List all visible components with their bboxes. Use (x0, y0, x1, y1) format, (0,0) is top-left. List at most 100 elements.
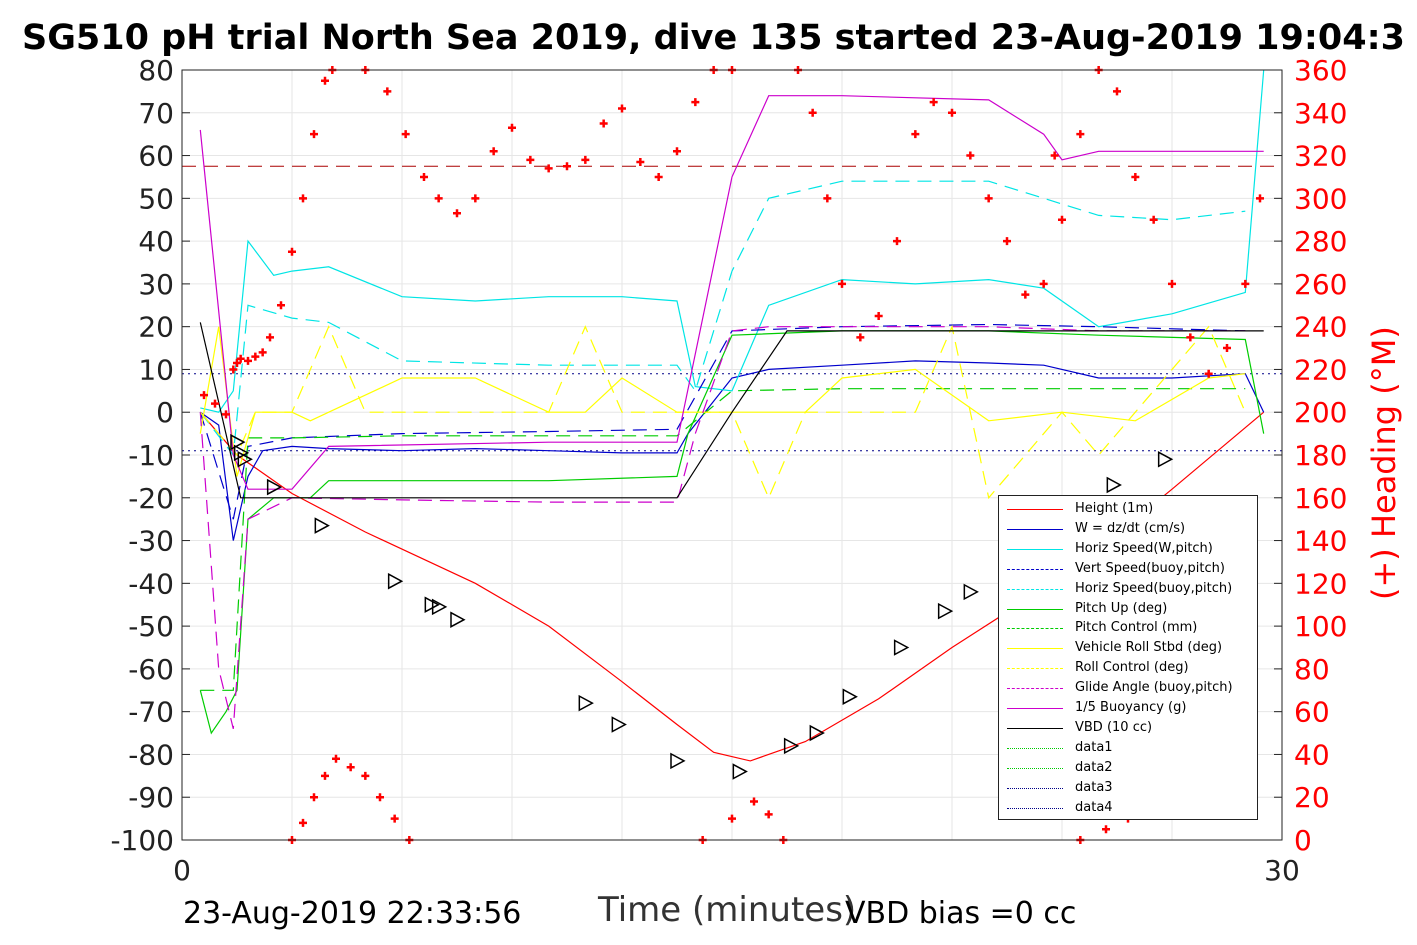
heading-marker (1241, 279, 1250, 288)
depth-marker (237, 451, 253, 468)
legend-swatch (1007, 807, 1063, 809)
series-line-11 (199, 322, 1264, 499)
y2-tick-label: 280 (1294, 225, 1347, 258)
depth-marker (670, 752, 686, 770)
legend: Height (1m) W = dz/dt (cm/s) Horiz Speed(W… (998, 495, 1258, 820)
heading-marker (489, 147, 498, 156)
legend-item: Vert Speed(buoy,pitch) (999, 561, 1257, 579)
heading-marker (654, 172, 663, 181)
heading-marker (764, 810, 773, 819)
heading-marker (211, 399, 219, 408)
heading-marker (984, 194, 993, 203)
legend-swatch (1007, 747, 1063, 749)
y-tick-label: 0 (156, 396, 174, 429)
heading-marker (673, 147, 681, 156)
series-line-9 (199, 326, 1246, 729)
legend-item: Height (1m) (999, 501, 1257, 519)
y-tick-label: -90 (128, 781, 174, 814)
legend-label: data4 (1075, 799, 1113, 815)
y2-tick-label: 200 (1294, 396, 1347, 429)
heading-marker (299, 194, 307, 203)
heading-marker (838, 279, 846, 288)
legend-swatch (1007, 509, 1063, 510)
y-tick-label: 80 (138, 54, 174, 87)
y2-tick-label: 220 (1294, 353, 1347, 386)
legend-label: W = dz/dt (cm/s) (1075, 520, 1186, 536)
depth-marker (893, 639, 910, 656)
legend-label: data2 (1075, 759, 1113, 775)
y2-tick-label: 320 (1294, 140, 1347, 173)
y-tick-label: 50 (138, 182, 174, 215)
heading-marker (1149, 215, 1158, 224)
heading-marker (581, 155, 590, 164)
heading-marker (288, 247, 296, 256)
legend-label: Vert Speed(buoy,pitch) (1075, 560, 1225, 576)
heading-marker (563, 162, 571, 171)
legend-item: Pitch Up (deg) (999, 601, 1257, 619)
legend-item: data2 (999, 760, 1257, 778)
depth-marker (578, 694, 594, 712)
heading-marker (361, 771, 370, 780)
y2-tick-label: 260 (1294, 268, 1347, 301)
heading-marker (310, 130, 318, 139)
legend-label: data3 (1075, 779, 1113, 795)
y2-tick-label: 120 (1294, 567, 1347, 600)
heading-marker (1102, 825, 1110, 834)
heading-marker (750, 797, 758, 806)
depth-marker (1106, 476, 1122, 494)
heading-marker (453, 209, 461, 218)
y2-tick-label: 80 (1294, 653, 1330, 686)
y-tick-label: -20 (128, 482, 174, 515)
depth-marker (809, 724, 825, 742)
depth-marker (233, 444, 250, 462)
heading-marker (434, 194, 443, 203)
heading-marker (346, 763, 355, 772)
heading-marker (874, 311, 883, 320)
heading-marker (1021, 290, 1030, 299)
legend-swatch (1007, 568, 1063, 570)
heading-marker (1204, 369, 1213, 378)
heading-marker (1186, 333, 1195, 342)
depth-marker (732, 763, 748, 780)
heading-marker (233, 359, 241, 368)
series-line-1 (199, 360, 1265, 541)
legend-swatch (1007, 588, 1063, 590)
y-tick-label: 70 (138, 97, 174, 130)
y-tick-label: -70 (128, 696, 174, 729)
legend-label: Pitch Up (deg) (1075, 600, 1168, 616)
y-tick-label: -80 (128, 738, 174, 771)
legend-item: Horiz Speed(buoy,pitch) (999, 581, 1257, 599)
legend-label: Horiz Speed(buoy,pitch) (1075, 580, 1233, 596)
heading-marker (948, 108, 956, 117)
y2-tick-label: 360 (1294, 54, 1347, 87)
heading-marker (401, 130, 410, 139)
depth-marker (1157, 451, 1174, 468)
y2-tick-label: 240 (1294, 311, 1347, 344)
heading-marker (1223, 344, 1231, 353)
y2-tick-label: 140 (1294, 525, 1347, 558)
heading-marker (1058, 215, 1066, 224)
x-tick-label: 30 (1264, 854, 1300, 887)
y2-tick-label: 340 (1294, 97, 1347, 130)
legend-label: Horiz Speed(W,pitch) (1075, 540, 1213, 556)
y2-axis-label: (+) Heading (°M) (1365, 326, 1403, 600)
y-tick-label: 60 (138, 140, 174, 173)
x-tick-label: 0 (173, 854, 191, 887)
heading-marker (1003, 237, 1011, 246)
y-tick-label: -30 (128, 525, 174, 558)
heading-marker (258, 348, 267, 357)
y-tick-label: 10 (138, 353, 174, 386)
heading-marker (808, 108, 817, 117)
heading-marker (277, 301, 285, 310)
series-line-6 (200, 388, 1246, 691)
heading-marker (420, 172, 428, 181)
y-tick-label: -10 (128, 439, 174, 472)
heading-marker (599, 119, 608, 128)
heading-marker (332, 754, 340, 763)
heading-marker (1076, 130, 1085, 139)
axis-ticks: 80706050403020100-10-20-30-40-50-60-70-8… (110, 54, 1347, 887)
depth-marker (314, 517, 330, 534)
series-line-10 (199, 95, 1264, 490)
legend-label: Glide Angle (buoy,pitch) (1075, 680, 1233, 696)
legend-label: Height (1m) (1075, 501, 1154, 516)
